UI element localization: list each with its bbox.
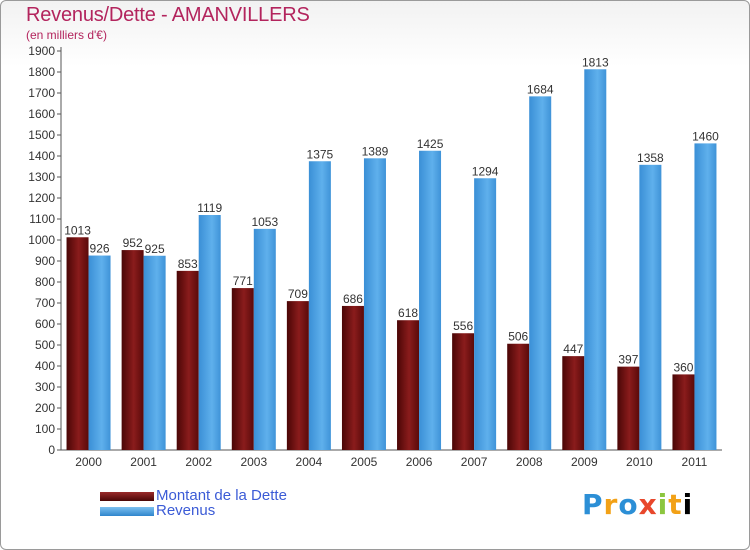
x-tick-label-2011: 2011 <box>682 455 708 469</box>
y-tick-label: 1000 <box>28 233 55 247</box>
data-label-debt-2008: 506 <box>508 330 528 344</box>
proxiti-logo: Proxiti <box>582 488 694 521</box>
y-tick-label: 1400 <box>28 149 55 163</box>
y-tick-label: 1600 <box>28 107 55 121</box>
x-tick-label-2006: 2006 <box>406 455 433 469</box>
bar-revenue-2007 <box>474 178 497 450</box>
data-label-revenue-2002: 1119 <box>197 201 222 215</box>
data-label-debt-2006: 618 <box>398 306 418 320</box>
bar-debt-2010 <box>617 366 640 450</box>
x-tick-label-2000: 2000 <box>75 455 102 469</box>
data-label-debt-2004: 709 <box>288 287 308 301</box>
y-tick-label: 900 <box>35 254 55 268</box>
data-label-revenue-2004: 1375 <box>307 147 334 161</box>
bar-revenue-2006 <box>419 150 442 450</box>
chart-title: Revenus/Dette - AMANVILLERS <box>26 4 310 26</box>
x-tick-label-2010: 2010 <box>626 455 653 469</box>
x-tick-label-2003: 2003 <box>240 455 267 469</box>
y-tick-label: 1200 <box>28 191 55 205</box>
bar-revenue-2010 <box>639 164 662 450</box>
x-tick-label-2001: 2001 <box>130 455 157 469</box>
data-label-debt-2003: 771 <box>233 274 253 288</box>
data-label-revenue-2001: 925 <box>145 242 165 256</box>
bar-revenue-2004 <box>308 161 331 450</box>
bar-debt-2006 <box>397 320 420 450</box>
data-label-revenue-2009: 1813 <box>582 55 609 69</box>
bar-debt-2008 <box>507 343 530 450</box>
bar-revenue-2000 <box>88 255 111 450</box>
data-label-revenue-2011: 1460 <box>692 129 719 143</box>
legend-swatch-revenue <box>100 507 154 516</box>
chart-unit-subtitle: (en milliers d'€) <box>26 28 107 42</box>
y-tick-label: 700 <box>35 296 55 310</box>
bar-revenue-2008 <box>529 96 552 451</box>
bar-revenue-2011 <box>694 143 717 450</box>
y-tick-label: 0 <box>48 443 55 457</box>
data-label-revenue-2000: 926 <box>90 242 110 256</box>
y-tick-label: 300 <box>35 380 55 394</box>
data-label-debt-2009: 447 <box>563 342 583 356</box>
bar-revenue-2002 <box>198 215 221 450</box>
bar-debt-2004 <box>286 301 309 450</box>
data-label-revenue-2005: 1389 <box>362 144 389 158</box>
bar-revenue-2009 <box>584 69 607 451</box>
data-label-debt-2005: 686 <box>343 292 363 306</box>
data-label-revenue-2008: 1684 <box>527 82 554 96</box>
bar-revenue-2001 <box>143 255 166 450</box>
y-tick-label: 1300 <box>28 170 55 184</box>
x-tick-label-2005: 2005 <box>351 455 378 469</box>
bar-debt-2005 <box>341 305 364 450</box>
data-label-revenue-2007: 1294 <box>472 164 499 178</box>
x-tick-label-2007: 2007 <box>461 455 488 469</box>
y-tick-label: 800 <box>35 275 55 289</box>
bar-debt-2001 <box>121 250 144 450</box>
data-label-debt-2011: 360 <box>673 360 693 374</box>
bar-debt-2011 <box>672 374 695 450</box>
y-tick-label: 1800 <box>28 65 55 79</box>
y-tick-label: 1900 <box>28 44 55 58</box>
bar-debt-2003 <box>231 288 254 450</box>
y-tick-label: 500 <box>35 338 55 352</box>
data-label-debt-2010: 397 <box>618 353 638 367</box>
legend-swatch-debt <box>100 492 154 501</box>
data-label-revenue-2006: 1425 <box>417 137 444 151</box>
y-tick-label: 1700 <box>28 86 55 100</box>
bar-debt-2000 <box>66 237 89 450</box>
data-label-debt-2002: 853 <box>178 257 198 271</box>
bar-revenue-2005 <box>363 158 386 450</box>
data-label-revenue-2003: 1053 <box>251 215 278 229</box>
bar-revenue-2003 <box>253 228 276 450</box>
bar-debt-2009 <box>562 356 585 450</box>
x-tick-label-2008: 2008 <box>516 455 543 469</box>
y-tick-label: 1100 <box>29 212 55 226</box>
data-label-debt-2001: 952 <box>123 236 143 250</box>
x-tick-label-2009: 2009 <box>571 455 598 469</box>
y-tick-label: 400 <box>35 359 55 373</box>
y-tick-label: 1500 <box>28 128 55 142</box>
bar-debt-2002 <box>176 270 199 450</box>
data-label-revenue-2010: 1358 <box>637 151 664 165</box>
x-tick-label-2002: 2002 <box>185 455 212 469</box>
y-tick-label: 600 <box>35 317 55 331</box>
data-label-debt-2000: 1013 <box>64 223 91 237</box>
x-tick-label-2004: 2004 <box>296 455 323 469</box>
legend-label-revenue: Revenus <box>156 502 216 519</box>
legend-label-debt: Montant de la Dette <box>156 487 287 504</box>
y-tick-label: 200 <box>35 401 55 415</box>
y-tick-label: 100 <box>35 422 55 436</box>
bar-debt-2007 <box>452 333 475 450</box>
data-label-debt-2007: 556 <box>453 319 473 333</box>
